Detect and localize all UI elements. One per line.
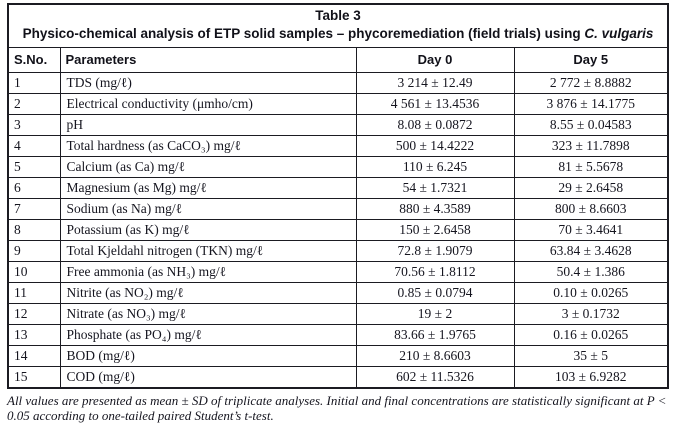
row-parameter: Nitrite (as NO₂) mg/ℓ <box>59 281 357 304</box>
table-row: 9 Total Kjeldahl nitrogen (TKN) mg/ℓ 72.… <box>7 239 669 262</box>
row-day0: 19 ± 2 <box>355 302 515 325</box>
row-sno: 13 <box>7 323 61 346</box>
table-row: 15 COD (mg/ℓ) 602 ± 11.5326 103 ± 6.9282 <box>7 365 669 389</box>
table-row: 3 pH 8.08 ± 0.0872 8.55 ± 0.04583 <box>7 113 669 136</box>
row-day0: 8.08 ± 0.0872 <box>355 113 515 136</box>
row-sno: 14 <box>7 344 61 367</box>
row-day5: 3 876 ± 14.1775 <box>513 92 669 115</box>
table-row: 11 Nitrite (as NO₂) mg/ℓ 0.85 ± 0.0794 0… <box>7 281 669 304</box>
table-row: 4 Total hardness (as CaCO₃) mg/ℓ 500 ± 1… <box>7 134 669 157</box>
row-day5: 0.16 ± 0.0265 <box>513 323 669 346</box>
row-parameter: Electrical conductivity (μmho/cm) <box>59 92 357 115</box>
table-body: 1 TDS (mg/ℓ) 3 214 ± 12.49 2 772 ± 8.888… <box>7 71 669 389</box>
row-parameter: Total Kjeldahl nitrogen (TKN) mg/ℓ <box>59 239 357 262</box>
table-row: 7 Sodium (as Na) mg/ℓ 880 ± 4.3589 800 ±… <box>7 197 669 220</box>
row-day5: 800 ± 8.6603 <box>513 197 669 220</box>
row-parameter: BOD (mg/ℓ) <box>59 344 357 367</box>
table-row: 14 BOD (mg/ℓ) 210 ± 8.6603 35 ± 5 <box>7 344 669 367</box>
row-parameter: Calcium (as Ca) mg/ℓ <box>59 155 357 178</box>
table-row: 2 Electrical conductivity (μmho/cm) 4 56… <box>7 92 669 115</box>
row-sno: 2 <box>7 92 61 115</box>
title-row: Table 3 Physico-chemical analysis of ETP… <box>8 4 669 48</box>
row-day0: 210 ± 8.6603 <box>355 344 515 367</box>
row-day5: 50.4 ± 1.386 <box>513 260 669 283</box>
row-parameter: Phosphate (as PO₄) mg/ℓ <box>59 323 357 346</box>
table-caption: Physico-chemical analysis of ETP solid s… <box>11 26 665 43</box>
row-day5: 0.10 ± 0.0265 <box>513 281 669 304</box>
row-day0: 4 561 ± 13.4536 <box>355 92 515 115</box>
table-title-block: Table 3 Physico-chemical analysis of ETP… <box>8 4 669 48</box>
row-day5: 70 ± 3.4641 <box>513 218 669 241</box>
row-parameter: Potassium (as K) mg/ℓ <box>59 218 357 241</box>
row-day0: 110 ± 6.245 <box>355 155 515 178</box>
row-sno: 7 <box>7 197 61 220</box>
row-sno: 9 <box>7 239 61 262</box>
row-sno: 10 <box>7 260 61 283</box>
column-header-row: S.No. Parameters Day 0 Day 5 <box>7 46 669 73</box>
row-sno: 4 <box>7 134 61 157</box>
row-day0: 72.8 ± 1.9079 <box>355 239 515 262</box>
row-sno: 3 <box>7 113 61 136</box>
row-day5: 3 ± 0.1732 <box>513 302 669 325</box>
row-day0: 602 ± 11.5326 <box>355 365 515 389</box>
row-sno: 1 <box>7 71 61 94</box>
table-row: 12 Nitrate (as NO₃) mg/ℓ 19 ± 2 3 ± 0.17… <box>7 302 669 325</box>
analysis-table: Table 3 Physico-chemical analysis of ETP… <box>7 3 670 389</box>
row-sno: 5 <box>7 155 61 178</box>
row-day5: 8.55 ± 0.04583 <box>513 113 669 136</box>
row-sno: 15 <box>7 365 61 389</box>
row-day5: 63.84 ± 3.4628 <box>513 239 669 262</box>
row-parameter: Free ammonia (as NH₃) mg/ℓ <box>59 260 357 283</box>
row-day0: 3 214 ± 12.49 <box>355 71 515 94</box>
row-day0: 880 ± 4.3589 <box>355 197 515 220</box>
row-parameter: COD (mg/ℓ) <box>59 365 357 389</box>
row-day0: 70.56 ± 1.8112 <box>355 260 515 283</box>
row-parameter: Nitrate (as NO₃) mg/ℓ <box>59 302 357 325</box>
row-day5: 29 ± 2.6458 <box>513 176 669 199</box>
table-row: 10 Free ammonia (as NH₃) mg/ℓ 70.56 ± 1.… <box>7 260 669 283</box>
table-row: 1 TDS (mg/ℓ) 3 214 ± 12.49 2 772 ± 8.888… <box>7 71 669 94</box>
row-sno: 6 <box>7 176 61 199</box>
row-day5: 81 ± 5.5678 <box>513 155 669 178</box>
col-header-day5: Day 5 <box>513 46 669 73</box>
row-parameter: Total hardness (as CaCO₃) mg/ℓ <box>59 134 357 157</box>
table-row: 13 Phosphate (as PO₄) mg/ℓ 83.66 ± 1.976… <box>7 323 669 346</box>
row-day5: 103 ± 6.9282 <box>513 365 669 389</box>
row-parameter: Magnesium (as Mg) mg/ℓ <box>59 176 357 199</box>
col-header-parameters: Parameters <box>59 46 357 73</box>
row-parameter: pH <box>59 113 357 136</box>
row-day0: 83.66 ± 1.9765 <box>355 323 515 346</box>
table-row: 5 Calcium (as Ca) mg/ℓ 110 ± 6.245 81 ± … <box>7 155 669 178</box>
table-row: 8 Potassium (as K) mg/ℓ 150 ± 2.6458 70 … <box>7 218 669 241</box>
table-row: 6 Magnesium (as Mg) mg/ℓ 54 ± 1.7321 29 … <box>7 176 669 199</box>
table-caption-species: C. vulgaris <box>584 25 654 41</box>
row-sno: 8 <box>7 218 61 241</box>
col-header-day0: Day 0 <box>355 46 515 73</box>
row-parameter: TDS (mg/ℓ) <box>59 71 357 94</box>
table-footnote: All values are presented as mean ± SD of… <box>7 392 667 423</box>
table-caption-text: Physico-chemical analysis of ETP solid s… <box>22 25 585 41</box>
row-parameter: Sodium (as Na) mg/ℓ <box>59 197 357 220</box>
row-day0: 500 ± 14.4222 <box>355 134 515 157</box>
row-sno: 12 <box>7 302 61 325</box>
col-header-sno: S.No. <box>7 46 61 73</box>
row-day5: 2 772 ± 8.8882 <box>513 71 669 94</box>
row-day5: 323 ± 11.7898 <box>513 134 669 157</box>
row-day5: 35 ± 5 <box>513 344 669 367</box>
row-day0: 150 ± 2.6458 <box>355 218 515 241</box>
table-number: Table 3 <box>315 8 361 23</box>
row-day0: 54 ± 1.7321 <box>355 176 515 199</box>
row-day0: 0.85 ± 0.0794 <box>355 281 515 304</box>
row-sno: 11 <box>7 281 61 304</box>
